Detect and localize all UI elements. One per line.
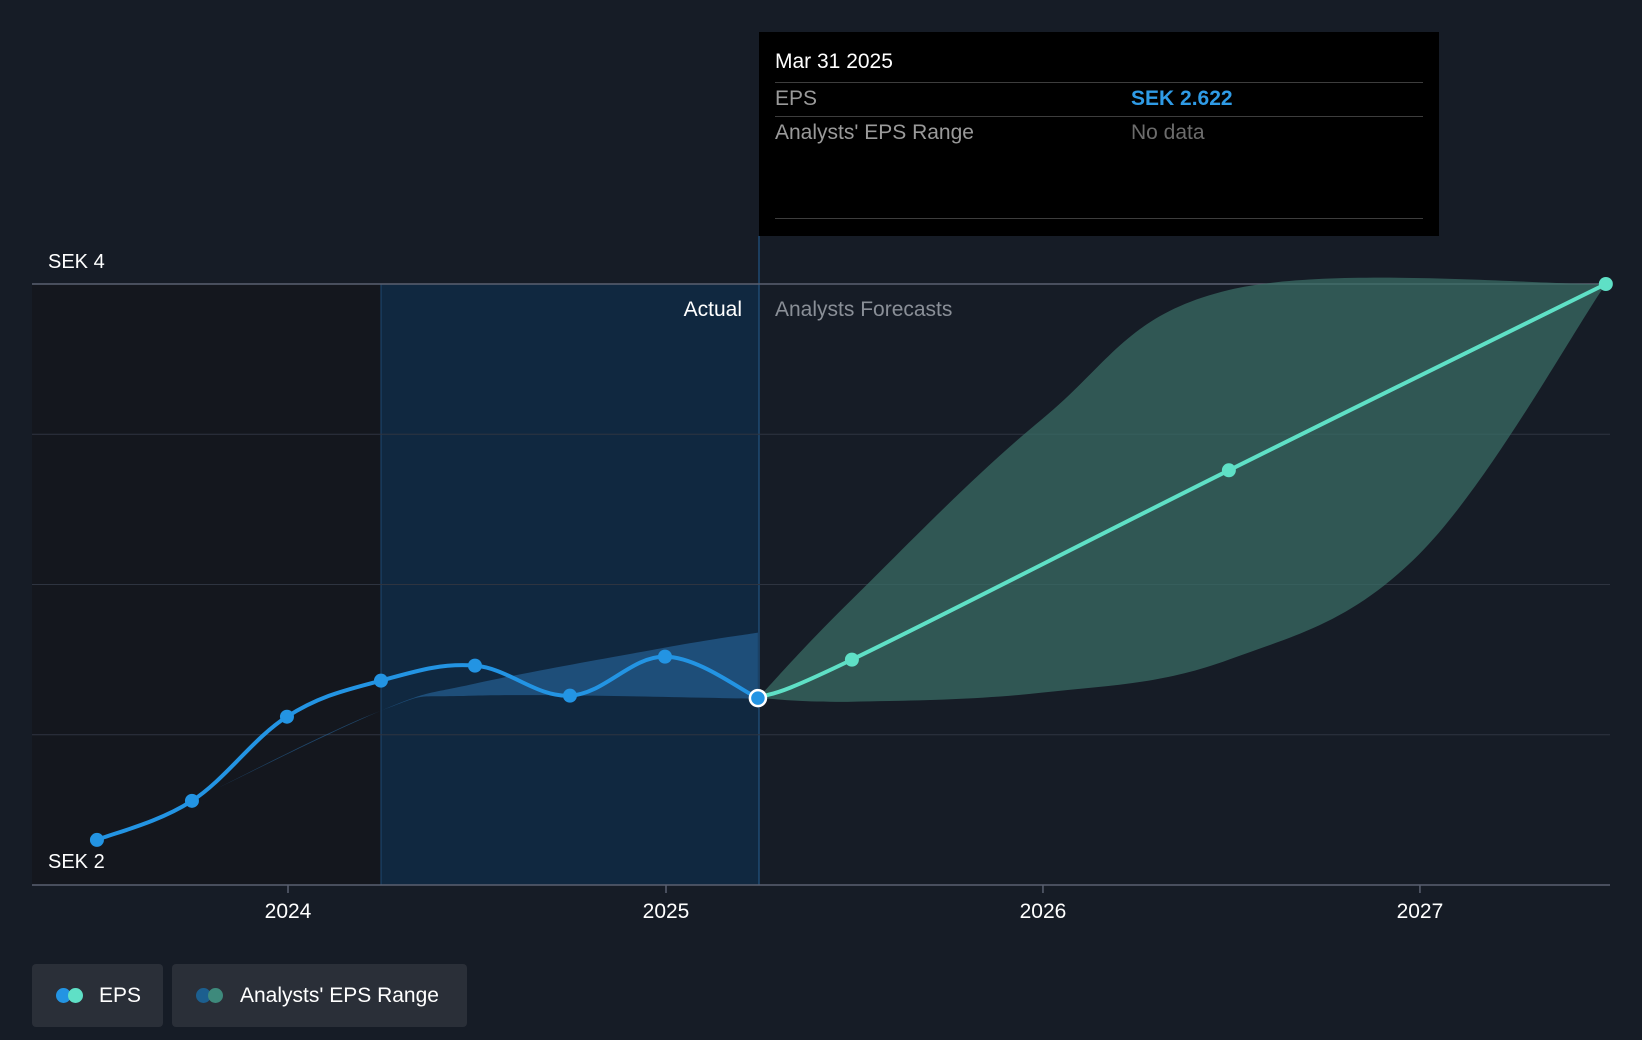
tooltip-eps-value: SEK 2.622: [1131, 87, 1233, 110]
eps-actual-point: [467, 658, 482, 673]
tooltip: Mar 31 2025 EPS SEK 2.622 Analysts' EPS …: [759, 32, 1439, 236]
x-tick-label: 2025: [643, 900, 690, 923]
tooltip-range-row: Analysts' EPS Range No data: [775, 116, 1423, 151]
legend-item-range[interactable]: Analysts' EPS Range: [172, 964, 467, 1027]
eps-forecast-point: [1221, 463, 1236, 478]
tooltip-date: Mar 31 2025: [775, 50, 893, 73]
eps-actual-point: [373, 673, 388, 688]
forecast-label: Analysts Forecasts: [775, 298, 952, 321]
x-tick-label: 2026: [1020, 900, 1067, 923]
eps-actual-point: [89, 832, 104, 847]
legend-range-swatch-icon: [196, 988, 226, 1004]
legend-eps-swatch-icon: [56, 988, 86, 1004]
x-axis-ticks: 2024 2025 2026 2027: [265, 885, 1444, 923]
legend-item-eps[interactable]: EPS: [32, 964, 163, 1027]
eps-points: [89, 277, 1613, 847]
eps-forecast-point: [1598, 277, 1613, 291]
legend-range-label: Analysts' EPS Range: [240, 984, 439, 1007]
y-tick-label-top: SEK 4: [48, 251, 105, 273]
eps-lines: [94, 282, 1608, 842]
tooltip-eps-label: EPS: [775, 87, 818, 110]
eps-actual-point: [562, 688, 577, 703]
tooltip-range-value: No data: [1131, 121, 1205, 144]
tooltip-range-label: Analysts' EPS Range: [775, 121, 974, 144]
eps-actual-point: [184, 793, 199, 808]
eps-actual-point: [279, 709, 294, 724]
eps-actual-line: [94, 654, 760, 842]
y-tick-label-bottom: SEK 2: [48, 851, 105, 873]
eps-forecast-point: [844, 652, 859, 667]
actual-label: Actual: [684, 298, 742, 321]
tooltip-divider: [775, 218, 1423, 219]
tooltip-eps-row: EPS SEK 2.622: [775, 82, 1423, 117]
x-tick-label: 2027: [1397, 900, 1444, 923]
eps-actual-point: [657, 649, 672, 664]
legend-eps-label: EPS: [99, 984, 142, 1007]
eps-forecast-line: [755, 282, 1608, 701]
x-tick-label: 2024: [265, 900, 312, 923]
forecast-range-band: [757, 277, 1606, 702]
eps-current-point: [748, 688, 768, 708]
